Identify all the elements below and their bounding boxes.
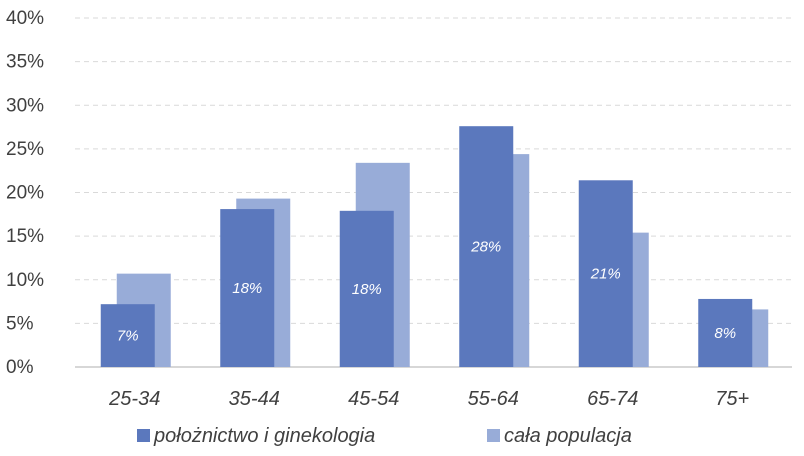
bars <box>100 126 769 367</box>
y-tick-label: 0% <box>6 357 34 378</box>
y-tick-label: 20% <box>6 183 44 204</box>
y-tick-label: 25% <box>6 139 44 160</box>
bar-poloznictwo <box>100 304 155 367</box>
legend-label: położnictwo i ginekologia <box>153 425 375 447</box>
data-label: 8% <box>714 325 736 342</box>
legend: położnictwo i ginekologia cała populacja <box>137 425 632 447</box>
y-tick-label: 40% <box>6 8 44 29</box>
data-label: 7% <box>117 328 139 345</box>
legend-swatch <box>137 429 150 442</box>
x-tick-label: 75+ <box>715 388 749 410</box>
x-axis-ticks: 25-34 35-44 45-54 55-64 65-74 75+ <box>108 388 749 410</box>
x-tick-label: 55-64 <box>468 388 519 410</box>
y-tick-label: 5% <box>6 313 34 334</box>
data-labels: 7% 18% 18% 28% 21% 8% <box>117 239 736 345</box>
data-label: 18% <box>352 281 382 298</box>
legend-swatch <box>487 429 500 442</box>
data-label: 18% <box>232 280 262 297</box>
data-label: 21% <box>590 266 621 283</box>
x-tick-label: 35-44 <box>229 388 280 410</box>
bar-poloznictwo <box>578 180 633 367</box>
x-tick-label: 45-54 <box>348 388 399 410</box>
bar-poloznictwo <box>459 126 514 367</box>
legend-label: cała populacja <box>504 425 632 447</box>
y-tick-label: 15% <box>6 226 44 247</box>
x-tick-label: 65-74 <box>587 388 638 410</box>
y-axis-ticks: 0% 5% 10% 15% 20% 25% 30% 35% 40% <box>6 8 44 378</box>
x-tick-label: 25-34 <box>108 388 160 410</box>
bar-poloznictwo <box>220 209 275 367</box>
bar-poloznictwo <box>339 210 394 367</box>
y-tick-label: 35% <box>6 52 44 73</box>
y-tick-label: 30% <box>6 95 44 116</box>
y-tick-label: 10% <box>6 270 44 291</box>
data-label: 28% <box>470 239 501 256</box>
bar-poloznictwo <box>698 298 753 367</box>
gridlines <box>75 17 792 368</box>
